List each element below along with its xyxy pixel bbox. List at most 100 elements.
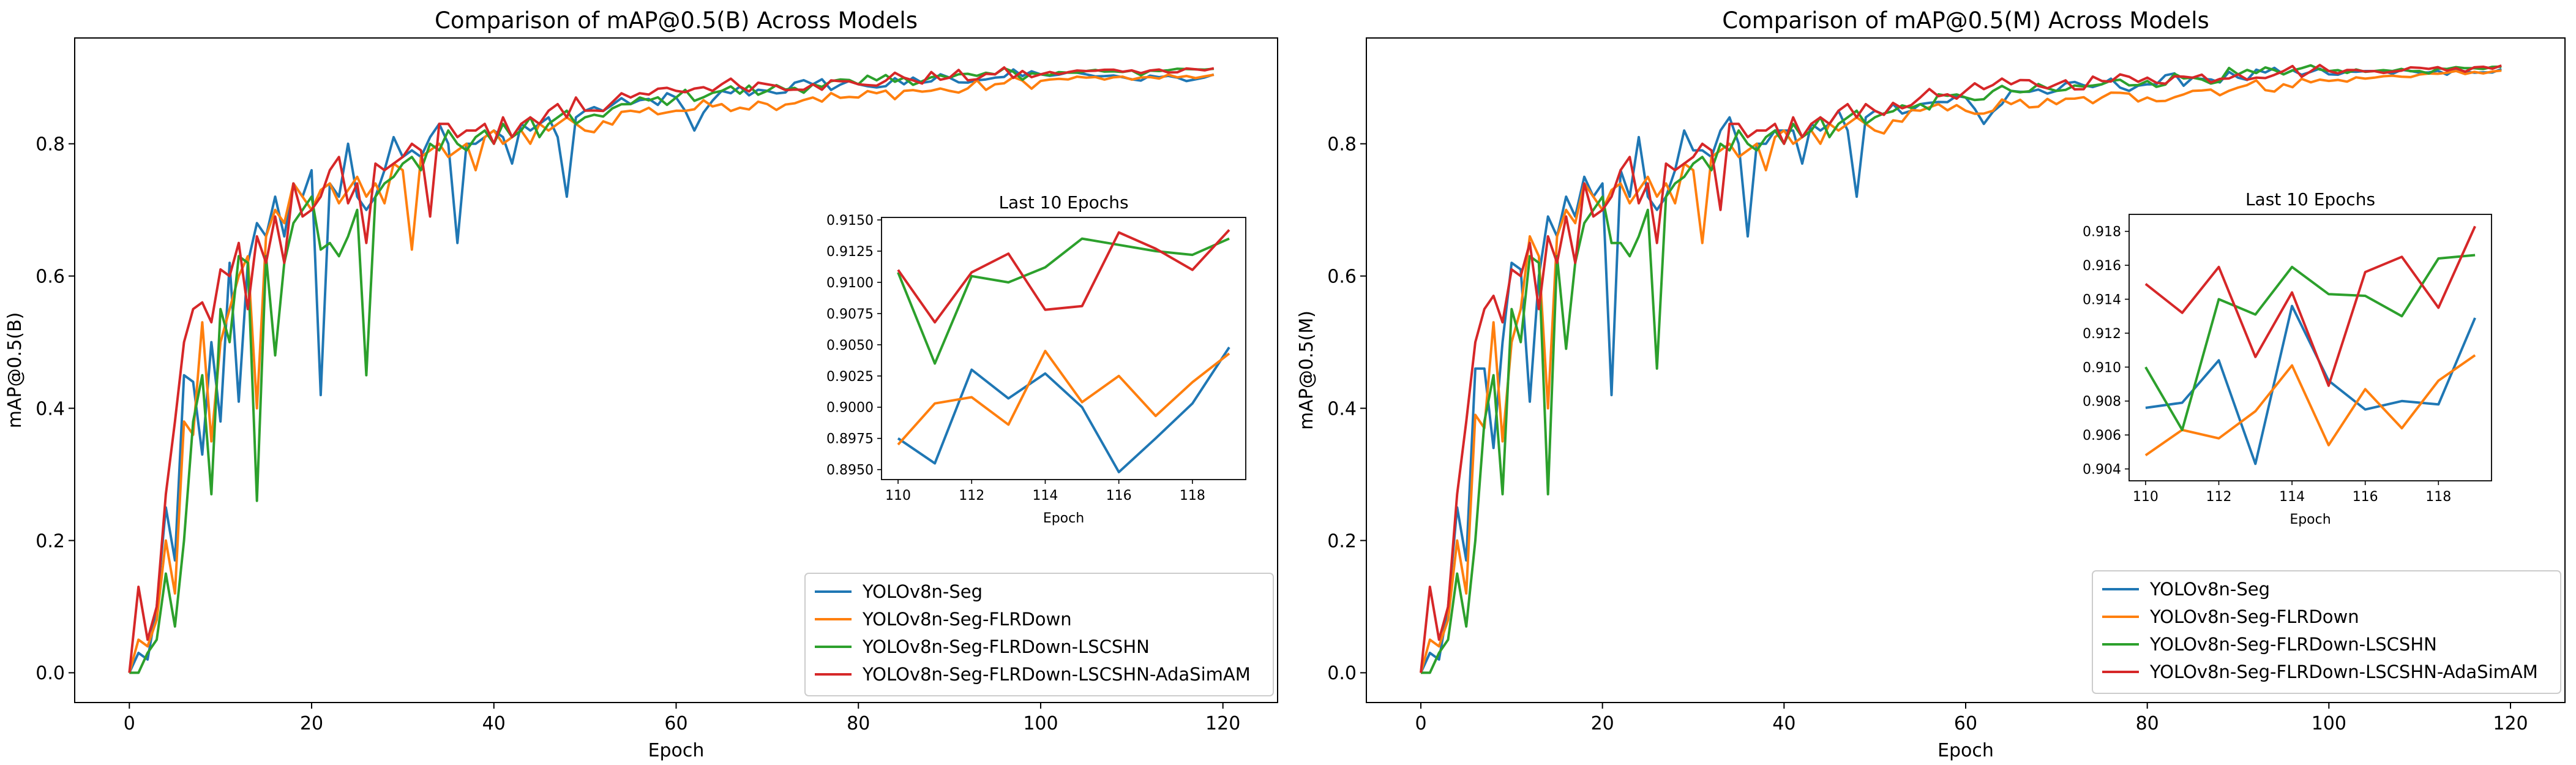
chart-title: Comparison of mAP@0.5(M) Across Models [1722,7,2209,34]
main-y-tick-label: 0.2 [36,530,65,552]
inset-y-tick-label: 0.912 [2083,326,2121,342]
inset-title: Last 10 Epochs [998,192,1128,213]
y-axis-label: mAP@0.5(B) [4,312,26,429]
inset-series-line-1 [897,346,1230,473]
main-y-tick-label: 0.0 [36,663,65,684]
inset-series-group [2144,225,2476,465]
legend-entry-1: YOLOv8n-Seg [862,581,983,602]
inset-series-line-3 [897,237,1230,365]
main-y-tick-label: 0.8 [1327,134,1357,156]
inset-y-tick-label: 0.908 [2083,394,2121,410]
inset-y-tick-label: 0.910 [2083,360,2121,375]
inset-plot-area [882,217,1246,480]
inset-x-tick-label: 118 [1180,488,1205,503]
inset-y-tick-label: 0.9150 [826,213,874,228]
inset-x-tick-label: 114 [1032,488,1058,503]
legend-entry-4: YOLOv8n-Seg-FLRDown-LSCSHN-AdaSimAM [2149,661,2538,682]
chart-title: Comparison of mAP@0.5(B) Across Models [435,7,918,34]
inset-x-tick-label: 110 [2133,489,2159,505]
inset-axes-frame [881,217,1246,480]
main-x-tick-label: 100 [2312,713,2346,734]
inset-x-tick-label: 112 [959,488,984,503]
main-y-tick-label: 0.6 [36,266,65,287]
legend-entry-4: YOLOv8n-Seg-FLRDown-LSCSHN-AdaSimAM [862,664,1251,685]
main-x-tick-label: 100 [1023,713,1058,734]
main-x-tick-label: 40 [482,713,506,734]
inset-series-line-2 [897,350,1230,446]
series-line-4 [128,66,1215,673]
legend-entry-3: YOLOv8n-Seg-FLRDown-LSCSHN [862,636,1150,657]
inset-x-tick-label: 114 [2279,489,2305,505]
main-x-tick-label: 0 [124,713,135,734]
inset-series-group [897,229,1230,473]
legend-entry-3: YOLOv8n-Seg-FLRDown-LSCSHN [2149,634,2437,655]
main-y-tick-label: 0.4 [36,398,65,420]
inset-x-tick-label: 116 [2353,489,2378,505]
chart-panel-1: Comparison of mAP@0.5(B) Across Models 0 2… [4,7,1278,761]
inset-y-tick-label: 0.9050 [826,338,874,353]
main-y-tick-label: 0.8 [36,134,65,156]
main-y-tick-label: 0.6 [1327,266,1357,287]
inset-x-axis-label: Epoch [2290,512,2331,527]
inset-y-tick-label: 0.904 [2083,462,2121,478]
inset-y-tick-label: 0.9075 [826,307,874,322]
inset-x-axis-label: Epoch [1043,511,1084,526]
legend-entry-1: YOLOv8n-Seg [2149,579,2270,600]
main-axes-frame [74,37,1278,703]
inset-panel: 110 112 114 116 118 0.8950 0.8975 0.9000 0.9025 0… [826,192,1246,526]
inset-y-tick-label: 0.918 [2083,225,2121,240]
series-line-2 [128,73,1215,673]
inset-y-tick-label: 0.9125 [826,244,874,260]
inset-y-tick-label: 0.8975 [826,432,874,447]
main-x-tick-label: 40 [1772,713,1795,734]
series-line-2 [1420,69,2502,673]
inset-axes-frame [2129,214,2492,481]
inset-y-tick-label: 0.9000 [826,401,874,416]
legend-entry-2: YOLOv8n-Seg-FLRDown [2149,606,2359,627]
inset-y-tick-label: 0.914 [2083,292,2121,307]
main-series-group [1420,64,2502,674]
series-line-1 [128,68,1215,674]
inset-x-tick-label: 118 [2425,489,2451,505]
x-axis-label: Epoch [1938,740,1994,761]
x-axis-label: Epoch [648,740,705,761]
main-y-tick-label: 0.0 [1327,663,1357,684]
legend: YOLOv8n-Seg YOLOv8n-Seg-FLRDown YOLOv8n-Se… [2092,570,2561,694]
inset-plot-area [2129,214,2492,481]
inset-title: Last 10 Epochs [2245,189,2375,209]
legend-box [2092,570,2561,694]
inset-series-line-3 [2144,254,2476,431]
main-x-tick-label: 120 [1205,713,1240,734]
legend: YOLOv8n-Seg YOLOv8n-Seg-FLRDown YOLOv8n-Se… [804,573,1274,696]
inset-y-tick-label: 0.906 [2083,428,2121,443]
inset-series-line-4 [897,229,1230,324]
main-x-tick-label: 20 [300,713,323,734]
inset-y-tick-label: 0.9025 [826,369,874,385]
inset-x-tick-label: 116 [1106,488,1132,503]
main-x-tick-label: 0 [1415,713,1426,734]
series-line-3 [129,67,1214,674]
inset-series-line-2 [2144,354,2476,457]
inset-x-tick-label: 112 [2206,489,2232,505]
main-x-tick-label: 60 [1954,713,1977,734]
y-axis-label: mAP@0.5(M) [1296,311,1317,430]
inset-y-tick-label: 0.8950 [826,463,874,478]
main-x-tick-label: 60 [664,713,687,734]
main-axes-frame [1366,37,2566,703]
legend-box [804,573,1274,696]
main-x-tick-label: 80 [2136,713,2159,734]
main-x-tick-label: 80 [847,713,870,734]
legend-entry-2: YOLOv8n-Seg-FLRDown [862,609,1072,630]
main-series-group [128,66,1215,674]
main-x-tick-label: 120 [2493,713,2528,734]
inset-panel: 110 112 114 116 118 0.904 0.906 0.908 0.910 0.912… [2083,189,2492,527]
inset-series-line-4 [2144,225,2476,387]
main-y-tick-label: 0.2 [1327,530,1357,552]
inset-x-tick-label: 110 [885,488,911,503]
inset-y-tick-label: 0.9100 [826,276,874,291]
main-x-tick-label: 20 [1591,713,1614,734]
inset-y-tick-label: 0.916 [2083,258,2121,274]
series-line-4 [1420,64,2502,673]
chart-panel-2: Comparison of mAP@0.5(M) Across Models 0 2… [1296,7,2566,761]
